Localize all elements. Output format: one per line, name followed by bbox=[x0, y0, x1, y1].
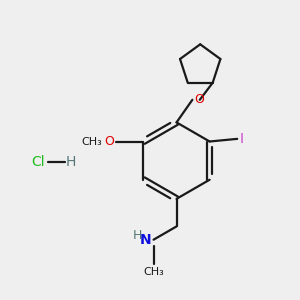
Text: H: H bbox=[65, 155, 76, 169]
Text: O: O bbox=[104, 135, 114, 148]
Text: N: N bbox=[140, 233, 152, 247]
Text: I: I bbox=[239, 132, 243, 146]
Text: CH₃: CH₃ bbox=[82, 136, 103, 146]
Text: CH₃: CH₃ bbox=[143, 267, 164, 277]
Text: H: H bbox=[133, 230, 142, 242]
Text: Cl: Cl bbox=[32, 155, 45, 169]
Text: O: O bbox=[194, 93, 204, 106]
